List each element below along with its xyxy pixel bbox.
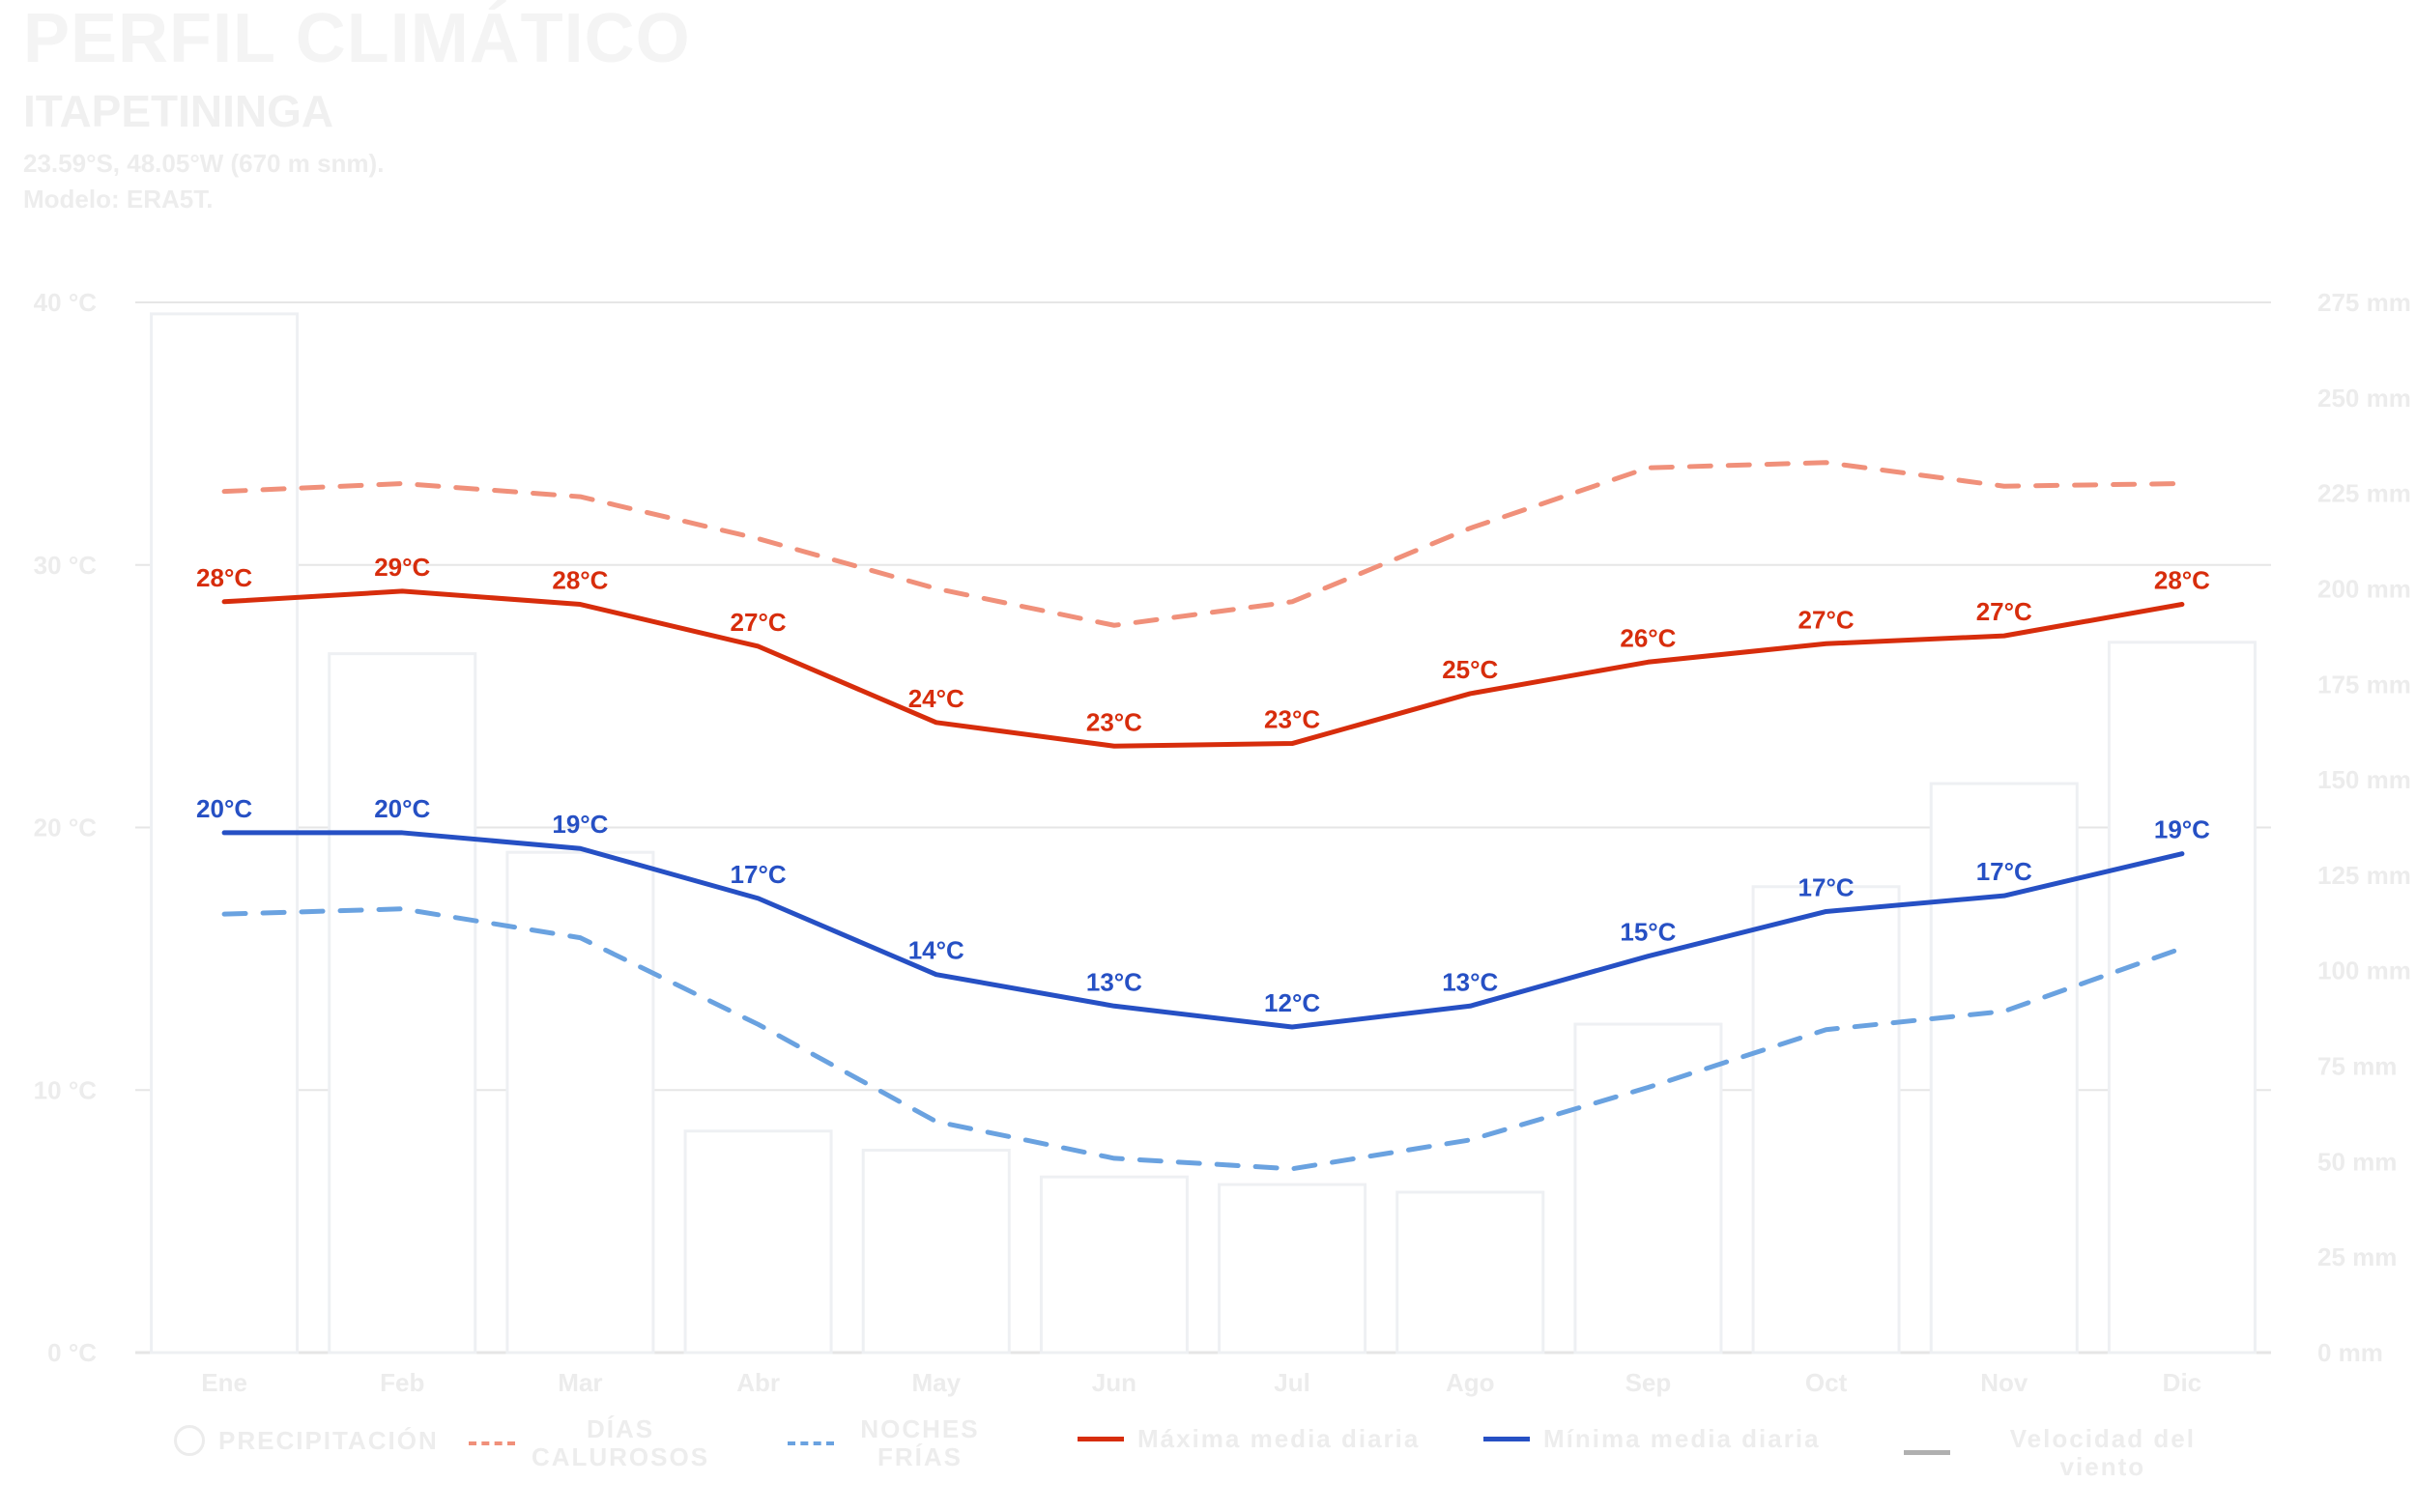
y-left-tick-label: 40 °C	[34, 288, 98, 317]
data-label-min: 13°C	[1086, 967, 1142, 996]
y-right-tick-label: 125 mm	[2317, 861, 2411, 890]
precipitation-bar	[683, 1129, 833, 1355]
data-label-min: 19°C	[2154, 815, 2210, 844]
x-tick-label: May	[911, 1368, 961, 1397]
y-right-tick-label: 150 mm	[2317, 765, 2411, 794]
y-right-tick-label: 225 mm	[2317, 479, 2411, 508]
data-label-max: 28°C	[552, 566, 608, 595]
y-right-tick-label: 275 mm	[2317, 288, 2411, 317]
series-line-min	[221, 830, 2185, 1030]
precipitation-bar	[1218, 1183, 1367, 1355]
x-tick-label: Jul	[1274, 1368, 1310, 1397]
x-tick-label: Mar	[558, 1368, 602, 1397]
precipitation-bar	[1395, 1190, 1545, 1355]
data-label-min: 15°C	[1620, 918, 1676, 947]
x-tick-label: Ago	[1446, 1368, 1495, 1397]
data-label-max: 26°C	[1620, 623, 1676, 652]
legend-cold-nights[interactable]: NOCHES FRÍAS	[788, 1415, 992, 1470]
legend-hot-days[interactable]: DÍAS CALUROSOS	[469, 1415, 712, 1470]
y-right-tick-label: 100 mm	[2317, 956, 2411, 985]
legend-precipitation-label: PRECIPITACIÓN	[218, 1425, 439, 1455]
x-tick-label: Jun	[1092, 1368, 1136, 1397]
coordinates: 23.59°S, 48.05°W (670 m snm).	[23, 149, 385, 178]
precipitation-swatch-icon	[174, 1425, 205, 1456]
series-line-hot_days	[221, 460, 2185, 628]
data-label-min: 12°C	[1264, 988, 1320, 1017]
data-label-max: 27°C	[1976, 597, 2032, 626]
wind-swatch-icon	[1904, 1450, 1950, 1456]
legend-max[interactable]: Máxima media diaria	[1078, 1425, 1420, 1453]
x-tick-label: Ene	[201, 1368, 247, 1397]
y-right-tick-label: 75 mm	[2317, 1052, 2397, 1081]
data-label-min: 14°C	[908, 936, 964, 965]
y-right-tick-label: 50 mm	[2317, 1147, 2397, 1176]
model-note: Modelo: ERA5T.	[23, 185, 214, 214]
data-label-max: 23°C	[1086, 707, 1142, 736]
y-right-tick-label: 175 mm	[2317, 670, 2411, 699]
climate-chart: 0 °C 10 °C 20 °C 30 °C 40 °C 0 mm 25 mm 50 mm 75…	[34, 288, 2411, 1397]
y-left-tick-label: 20 °C	[34, 813, 98, 842]
legend-min[interactable]: Mínima media diaria	[1483, 1425, 1821, 1453]
legend-max-label: Máxima media diaria	[1137, 1424, 1421, 1453]
x-tick-label: Feb	[380, 1368, 424, 1397]
data-label-max: 23°C	[1264, 705, 1320, 734]
legend-cold-nights-label: NOCHES FRÍAS	[860, 1414, 980, 1471]
x-tick-label: Nov	[1980, 1368, 2028, 1397]
precipitation-bar	[1751, 885, 1901, 1355]
y-right-tick-label: 200 mm	[2317, 574, 2411, 603]
location-name: ITAPETININGA	[23, 86, 334, 136]
y-left-tick-label: 0 °C	[47, 1338, 97, 1367]
data-label-min: 17°C	[731, 860, 787, 889]
y-left-tick-label: 10 °C	[34, 1075, 98, 1104]
data-label-min: 20°C	[374, 794, 430, 823]
x-tick-label: Abr	[736, 1368, 780, 1397]
cold-nights-swatch-icon	[788, 1441, 834, 1445]
chart-header: PERFIL CLIMÁTICO ITAPETININGA 23.59°S, 4…	[23, 4, 691, 216]
data-label-min: 17°C	[1798, 872, 1855, 901]
chart-legend: PRECIPITACIÓN DÍAS CALUROSOS NOCHES FRÍA…	[174, 1415, 2242, 1502]
y-left-tick-label: 30 °C	[34, 551, 98, 580]
data-label-max: 28°C	[2154, 566, 2210, 595]
y-right-tick-label: 250 mm	[2317, 384, 2411, 413]
chart-title: PERFIL CLIMÁTICO	[23, 0, 691, 77]
precipitation-bar	[505, 850, 655, 1355]
series-line-cold_nights	[221, 906, 2185, 1172]
legend-precipitation[interactable]: PRECIPITACIÓN	[174, 1425, 439, 1456]
precipitation-bar	[1039, 1175, 1189, 1355]
series-line-max	[221, 588, 2185, 749]
data-label-max: 27°C	[1798, 605, 1855, 634]
legend-wind-label: Velocidad del viento	[2009, 1424, 2196, 1481]
precipitation-bar	[2107, 641, 2257, 1355]
data-label-max: 29°C	[374, 553, 430, 582]
data-label-max: 27°C	[731, 608, 787, 637]
y-right-tick-label: 0 mm	[2317, 1338, 2383, 1367]
x-tick-label: Sep	[1625, 1368, 1672, 1397]
data-label-min: 13°C	[1442, 967, 1498, 996]
data-label-min: 20°C	[196, 794, 252, 823]
data-label-max: 28°C	[196, 563, 252, 592]
data-label-min: 19°C	[552, 810, 608, 839]
max-swatch-icon	[1078, 1436, 1124, 1441]
x-tick-label: Oct	[1805, 1368, 1848, 1397]
data-label-min: 17°C	[1976, 857, 2032, 886]
precipitation-bar	[328, 652, 477, 1355]
precipitation-bar	[1573, 1022, 1723, 1355]
hot-days-swatch-icon	[469, 1441, 515, 1445]
legend-wind[interactable]: Velocidad del viento	[1904, 1425, 2242, 1480]
y-right-tick-label: 25 mm	[2317, 1242, 2397, 1271]
min-swatch-icon	[1483, 1436, 1530, 1441]
legend-hot-days-label: DÍAS CALUROSOS	[531, 1414, 710, 1471]
precipitation-bar	[861, 1149, 1011, 1355]
precipitation-bar	[1929, 782, 2079, 1355]
data-label-max: 25°C	[1442, 655, 1498, 684]
x-tick-label: Dic	[2163, 1368, 2201, 1397]
legend-min-label: Mínima media diaria	[1543, 1424, 1821, 1453]
data-label-max: 24°C	[908, 684, 964, 713]
